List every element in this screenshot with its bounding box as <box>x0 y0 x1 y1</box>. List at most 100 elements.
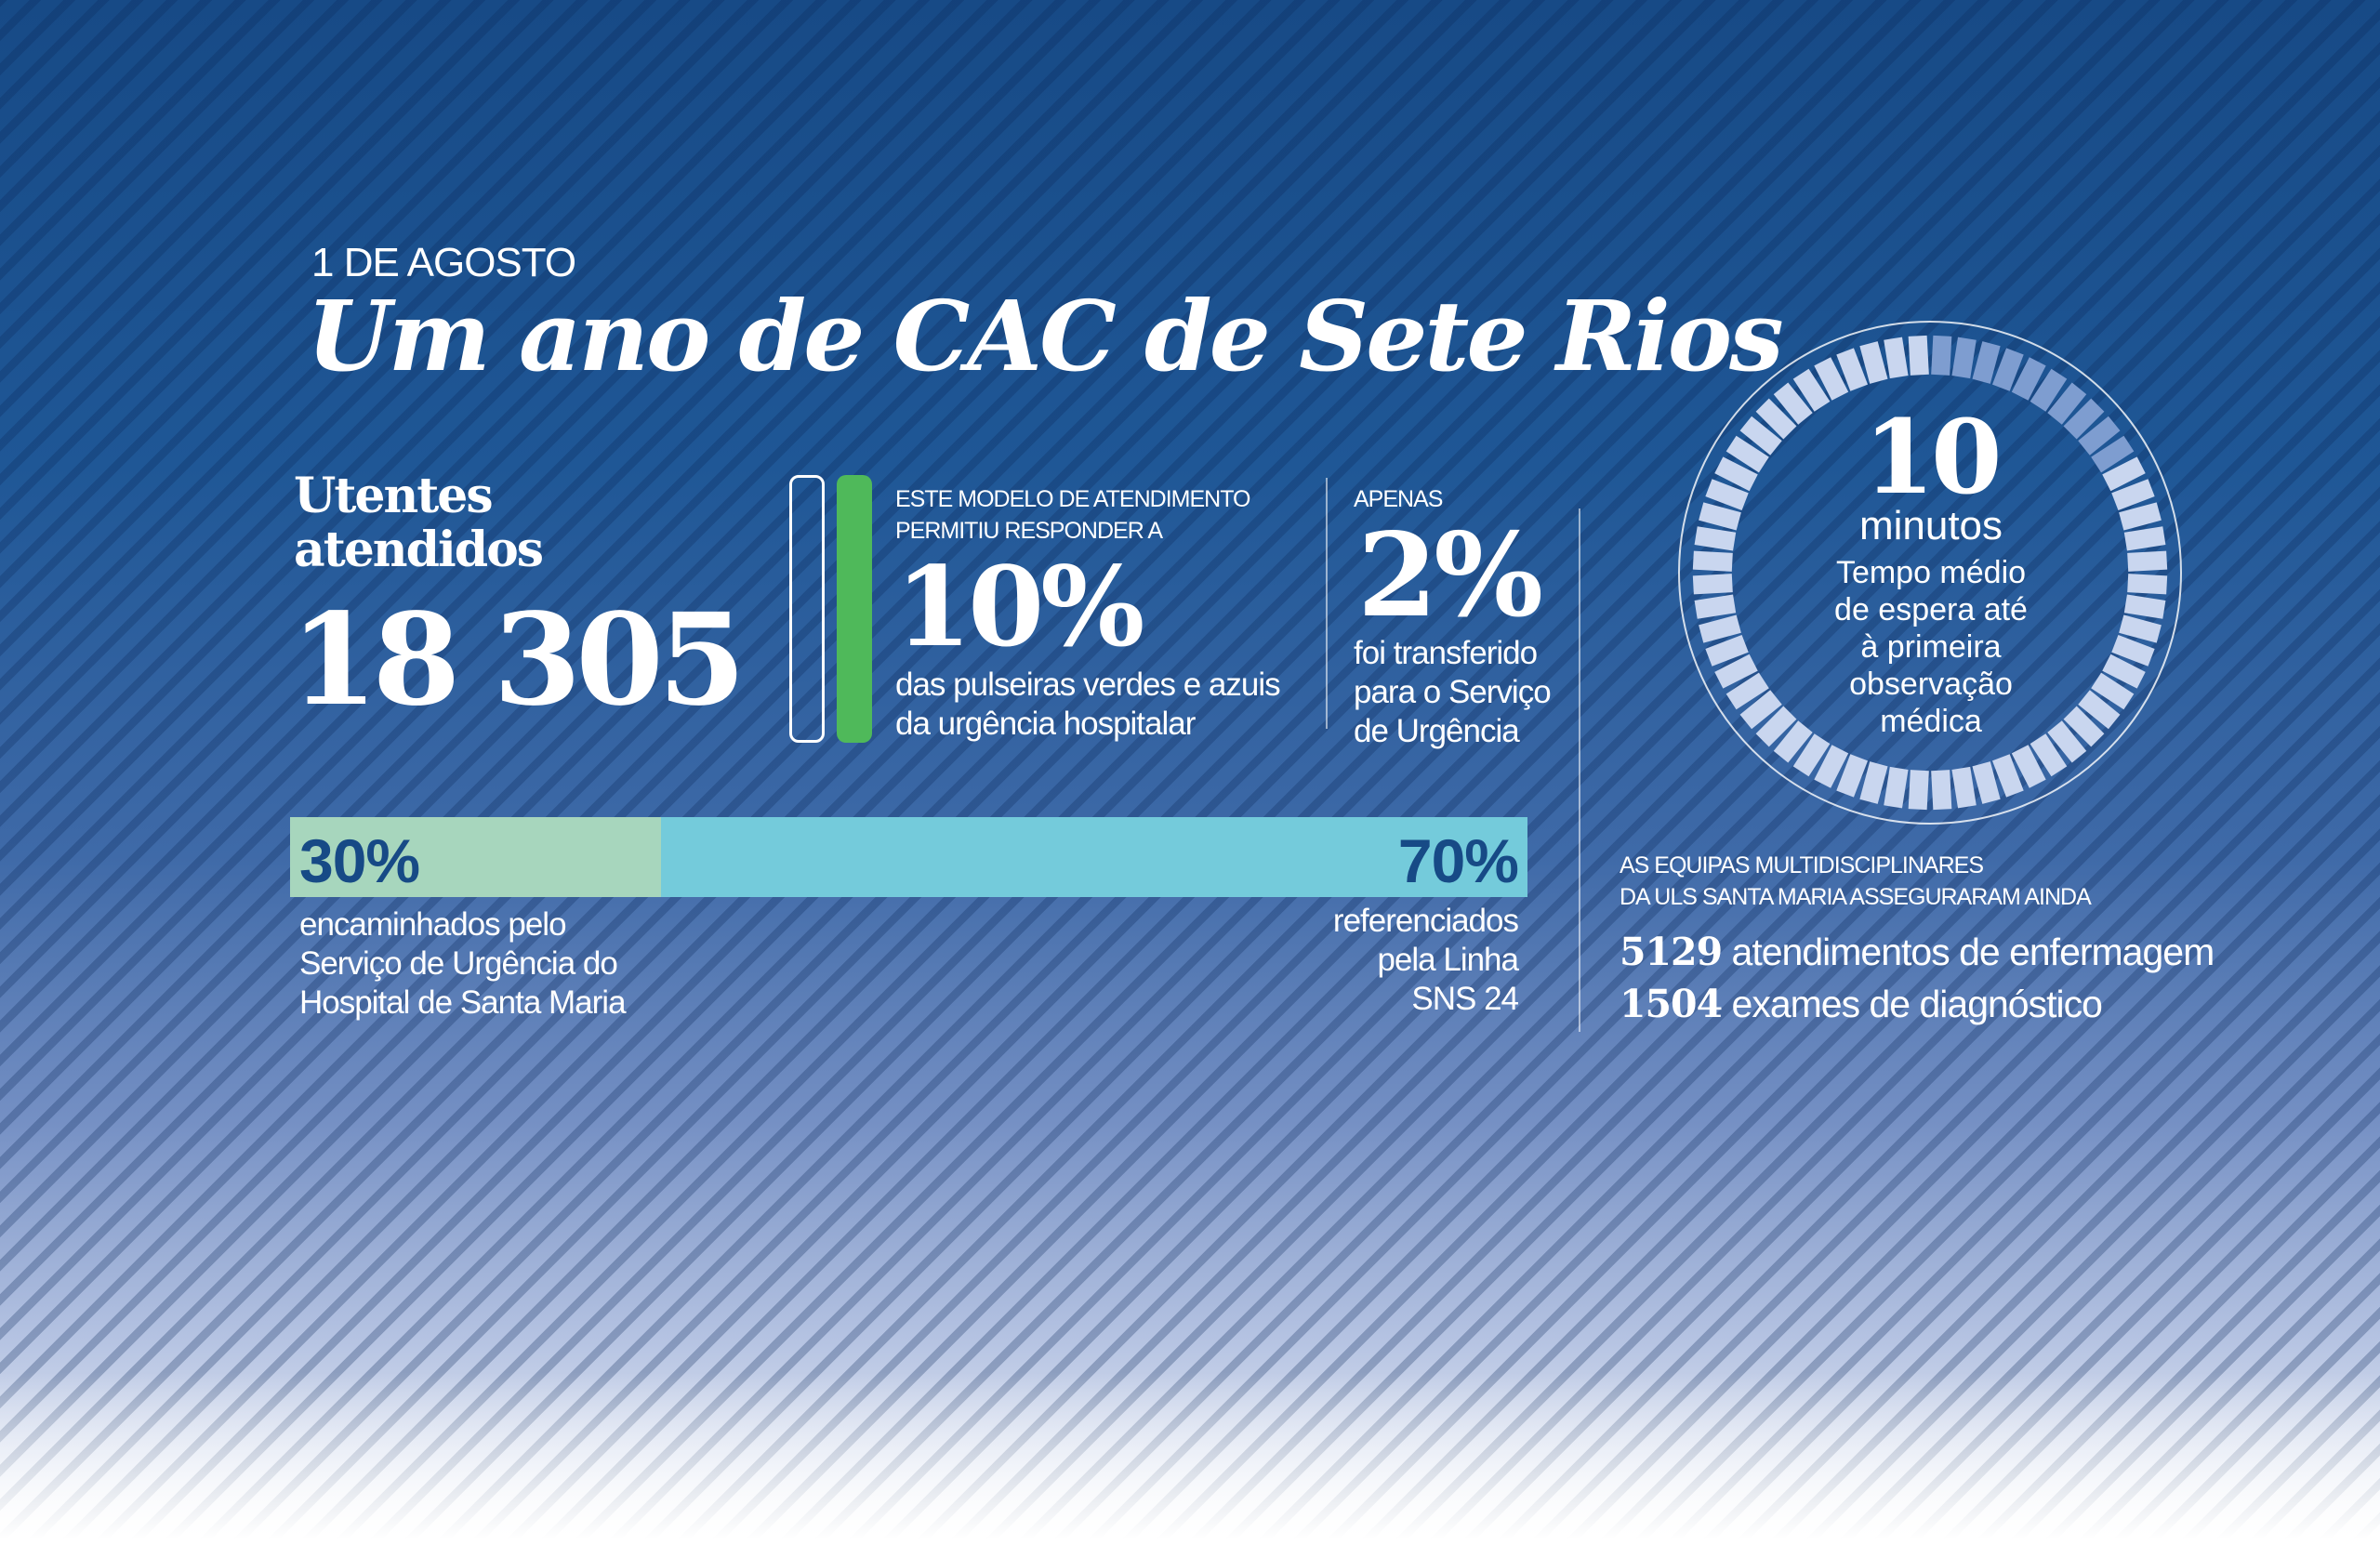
referral-bar-b <box>661 817 1527 897</box>
ring-segment <box>2119 502 2162 531</box>
wait-desc: observação <box>1849 667 2013 702</box>
response-intro: ESTE MODELO DE ATENDIMENTO <box>895 486 1250 512</box>
referral-bar-a <box>290 817 662 897</box>
wait-desc: médica <box>1880 704 1982 739</box>
ring-segment <box>2047 382 2087 425</box>
transfer-intro: APENAS <box>1354 486 1443 512</box>
response-intro: PERMITIU RESPONDER A <box>895 518 1163 544</box>
ring-segment <box>1859 761 1888 804</box>
ring-segment <box>1884 337 1909 379</box>
ring-segment <box>2127 574 2168 595</box>
stat-value: 5129 <box>1620 930 1723 974</box>
referral-a-caption: encaminhados pelo Serviço de Urgência do… <box>299 905 627 1023</box>
wait-unit: minutos <box>1858 503 2003 548</box>
ring-segment <box>2091 672 2135 710</box>
ring-segment <box>1705 479 1749 511</box>
response-block: ESTE MODELO DE ATENDIMENTO PERMITIU RESP… <box>895 483 1281 744</box>
ring-segment <box>2127 550 2168 572</box>
ring-segment <box>1699 502 1741 531</box>
ring-segment <box>2102 456 2146 492</box>
stat-label: exames de diagnóstico <box>1731 983 2103 1025</box>
referral-b-value: 70% <box>1397 826 1519 895</box>
ring-segment <box>2123 526 2166 551</box>
ring-segment <box>1972 761 2001 804</box>
ring-segment <box>2063 706 2105 747</box>
ring-segment <box>1692 574 1733 595</box>
ring-segment <box>1726 435 1769 473</box>
ring-segment <box>1991 754 2024 798</box>
ring-segment <box>2091 435 2135 473</box>
ring-segment <box>1908 770 1929 811</box>
ring-segment <box>1773 382 1813 425</box>
ring-segment <box>1859 341 1888 384</box>
caption-line: Hospital de Santa Maria <box>299 984 627 1021</box>
ring-segment <box>2011 745 2046 788</box>
ring-segment <box>2030 733 2068 777</box>
ring-segment <box>1714 456 1758 492</box>
response-outline-bar <box>789 475 825 743</box>
ring-segment <box>1792 733 1831 777</box>
response-desc: da urgência hospitalar <box>895 706 1196 742</box>
ring-segment <box>1908 335 1929 376</box>
referral-a-value: 30% <box>299 826 420 895</box>
ring-segment <box>1699 614 1741 643</box>
ring-segment <box>1884 766 1909 809</box>
teams-intro: DA ULS SANTA MARIA ASSEGURARAM AINDA <box>1620 884 2092 910</box>
ring-segment <box>1814 745 1849 788</box>
wait-value: 10 <box>1863 397 2002 517</box>
divider <box>1579 508 1580 1032</box>
caption-line: Serviço de Urgência do <box>299 945 618 982</box>
transfer-value: 2% <box>1357 508 1543 643</box>
ring-segment <box>2047 720 2087 763</box>
ring-segment <box>2123 594 2166 619</box>
wait-desc: Tempo médio <box>1835 555 2027 590</box>
ring-segment <box>1951 337 1977 379</box>
ring-segment <box>1931 770 1952 811</box>
ring-segment <box>1739 690 1782 730</box>
ring-outline <box>1678 321 2182 825</box>
page-title: Um ano de CAC de Sete Rios <box>307 279 1784 393</box>
ring-segment <box>1814 357 1849 401</box>
caption-line: encaminhados pelo <box>299 906 567 943</box>
ring-segment <box>1714 654 1758 689</box>
ring-segment <box>2111 479 2155 511</box>
stat-label: atendimentos de enfermagem <box>1731 931 2215 973</box>
wait-desc: de espera até <box>1834 592 2028 627</box>
response-green-bar <box>837 475 872 743</box>
transfer-desc: foi transferido <box>1354 635 1538 671</box>
ring-segment <box>2078 416 2121 456</box>
transfer-desc: de Urgência <box>1354 713 1520 749</box>
wait-desc: à primeira <box>1860 629 2002 665</box>
caption-line: SNS 24 <box>1411 981 1519 1017</box>
ring-segment <box>2063 398 2105 440</box>
ring-segment <box>2011 357 2046 401</box>
ring-segment <box>1726 672 1769 710</box>
ring-segment <box>1773 720 1813 763</box>
transfer-block: APENAS 2% foi transferido para o Serviço… <box>1354 483 1552 751</box>
ring-segment <box>1792 368 1831 412</box>
ring-segment <box>2111 634 2155 667</box>
stat-value: 1504 <box>1620 982 1723 1026</box>
stat-diagnostics: 1504 exames de diagnóstico <box>1620 978 2214 1030</box>
ring-segment <box>1705 634 1749 667</box>
caption-line: pela Linha <box>1377 942 1519 978</box>
referral-b-caption: referenciados pela Linha SNS 24 <box>1332 902 1519 1019</box>
ring-segment <box>1694 594 1737 619</box>
ring-segment <box>1951 766 1977 809</box>
ring-segment <box>1836 754 1869 798</box>
transfer-desc: para o Serviço <box>1354 674 1552 710</box>
wait-text: 10 minutos Tempo médio de espera até à p… <box>1792 397 2070 740</box>
referral-bar <box>290 817 1527 897</box>
ring-segment <box>1931 335 1952 376</box>
teams-intro: AS EQUIPAS MULTIDISCIPLINARES <box>1620 852 1984 878</box>
patients-value: 18 305 <box>290 586 746 734</box>
ring-segment <box>1739 416 1782 456</box>
ring-segment <box>1991 348 2024 391</box>
ring-segment <box>2078 690 2121 730</box>
ring-segment <box>2030 368 2068 412</box>
patients-label: Utentes atendidos <box>294 469 544 577</box>
caption-line: referenciados <box>1332 903 1519 939</box>
stat-nursing: 5129 atendimentos de enfermagem <box>1620 926 2215 978</box>
date-label: 1 DE AGOSTO <box>311 240 576 285</box>
ring-segment <box>2102 654 2146 689</box>
